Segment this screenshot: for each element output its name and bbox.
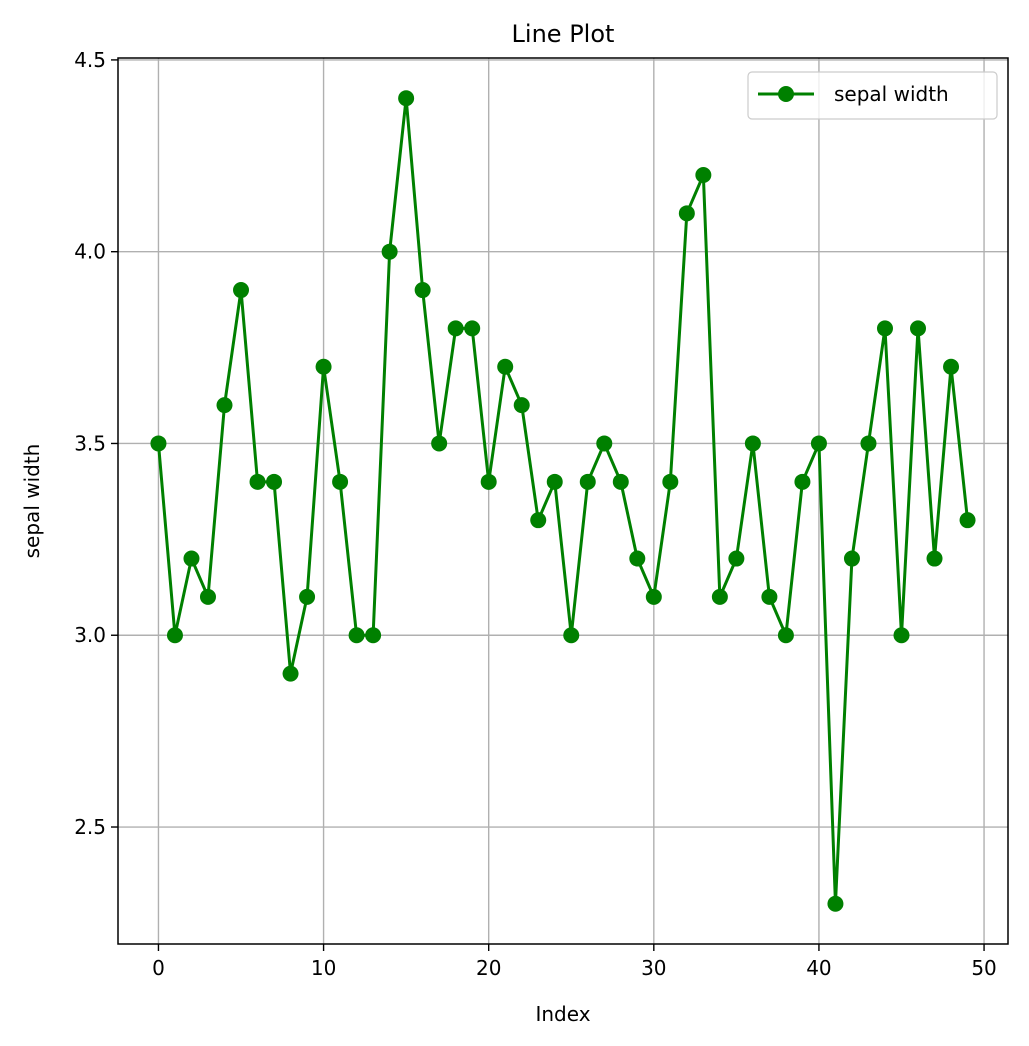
data-point — [381, 243, 398, 260]
data-point — [959, 512, 976, 529]
data-point — [662, 473, 679, 490]
data-point — [530, 512, 547, 529]
y-axis-label: sepal width — [20, 444, 44, 559]
series-line — [156, 96, 970, 906]
data-point — [216, 397, 233, 414]
data-point — [943, 358, 960, 375]
data-point — [183, 550, 200, 567]
data-point — [365, 627, 382, 644]
y-tick-label: 3.0 — [74, 623, 106, 647]
data-point — [315, 358, 332, 375]
data-point — [464, 320, 481, 337]
data-point — [563, 627, 580, 644]
chart-title: Line Plot — [512, 20, 615, 48]
data-point — [744, 435, 761, 452]
data-point — [431, 435, 448, 452]
data-point — [414, 282, 431, 299]
data-point — [546, 473, 563, 490]
x-tick-label: 0 — [152, 956, 165, 980]
data-point — [612, 473, 629, 490]
legend-marker-swatch — [778, 86, 794, 102]
grid-layer — [118, 58, 1008, 944]
data-point — [711, 588, 728, 605]
y-tick-label: 4.5 — [74, 48, 106, 72]
data-point — [926, 550, 943, 567]
ticks-layer: 0 10 20 30 40 50 2.5 3.0 3.5 4.0 4.5 — [74, 48, 997, 980]
y-tick-label: 4.0 — [74, 240, 106, 264]
data-point — [645, 588, 662, 605]
data-point — [513, 397, 530, 414]
data-point — [299, 588, 316, 605]
data-point — [447, 320, 464, 337]
data-point — [332, 473, 349, 490]
data-point — [910, 320, 927, 337]
data-point — [398, 90, 415, 107]
legend: sepal width — [747, 71, 998, 120]
data-point — [695, 166, 712, 183]
data-point — [199, 588, 216, 605]
data-point — [480, 473, 497, 490]
data-point — [579, 473, 596, 490]
x-tick-label: 10 — [311, 956, 336, 980]
data-point — [249, 473, 266, 490]
data-point — [348, 627, 365, 644]
data-point — [843, 550, 860, 567]
data-point — [777, 627, 794, 644]
data-point — [876, 320, 893, 337]
legend-box — [747, 71, 998, 120]
data-point — [596, 435, 613, 452]
plot-frame — [117, 57, 1009, 945]
data-point — [761, 588, 778, 605]
data-point — [497, 358, 514, 375]
y-tick-label: 2.5 — [74, 815, 106, 839]
data-point — [893, 627, 910, 644]
x-axis-label: Index — [535, 1002, 590, 1026]
x-tick-label: 50 — [971, 956, 996, 980]
legend-label: sepal width — [834, 82, 949, 106]
data-point — [794, 473, 811, 490]
y-tick-label: 3.5 — [74, 431, 106, 455]
data-point — [266, 473, 283, 490]
data-point — [860, 435, 877, 452]
data-point — [150, 435, 167, 452]
x-tick-label: 30 — [641, 956, 666, 980]
x-tick-label: 40 — [806, 956, 831, 980]
data-point — [728, 550, 745, 567]
data-point — [282, 665, 299, 682]
series-layer — [150, 90, 976, 912]
data-point — [166, 627, 183, 644]
data-point — [629, 550, 646, 567]
data-point — [233, 282, 250, 299]
x-tick-label: 20 — [476, 956, 501, 980]
data-point — [810, 435, 827, 452]
data-point — [678, 205, 695, 222]
data-point — [827, 895, 844, 912]
